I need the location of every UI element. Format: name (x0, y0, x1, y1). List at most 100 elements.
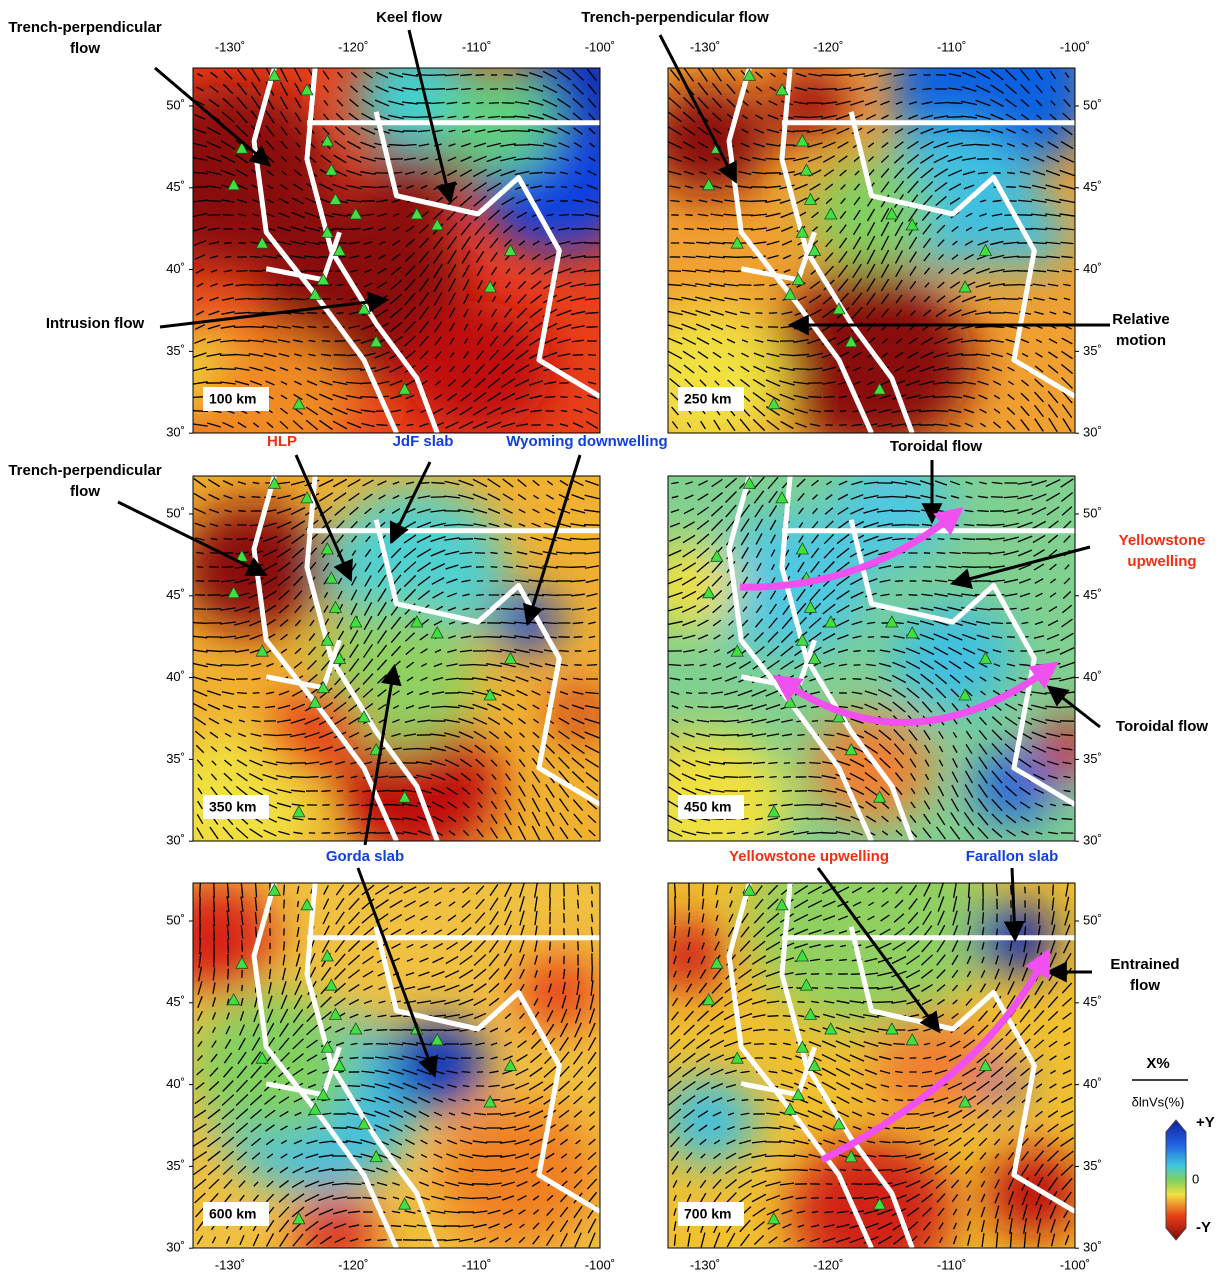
flow-vector (592, 967, 593, 982)
annotation: motion (1116, 332, 1166, 349)
flow-vector (214, 882, 215, 897)
flow-vector (962, 553, 976, 554)
flow-vector (220, 651, 236, 652)
flow-vector (239, 229, 245, 230)
lon-tick-label: -120˚ (813, 39, 843, 54)
flow-vector (997, 929, 998, 936)
flow-vector (770, 791, 777, 792)
flow-vector (797, 1002, 804, 1003)
colorbar-min: -Y (1196, 1219, 1211, 1236)
flow-vector (878, 1170, 892, 1171)
flow-vector (727, 833, 735, 834)
flow-vector (476, 595, 484, 596)
flow-vector (503, 89, 514, 90)
flow-vector (545, 397, 555, 398)
flow-vector (892, 525, 907, 526)
flow-vector (783, 1016, 791, 1017)
flow-vector (559, 651, 569, 652)
depth-label: 600 km (209, 1206, 256, 1222)
annotation: flow (1130, 977, 1160, 994)
flow-vector (335, 819, 345, 820)
flow-vector (754, 777, 764, 778)
flow-vector (1053, 884, 1054, 895)
lat-tick-label: 50˚ (166, 505, 185, 520)
annotation: Yellowstone (1119, 532, 1206, 549)
annotation: flow (70, 40, 100, 57)
flow-vector (742, 1100, 749, 1101)
flow-vector (363, 1044, 373, 1045)
flow-vector (559, 215, 569, 216)
flow-vector (207, 215, 220, 216)
flow-vector (336, 805, 344, 806)
lat-tick-label: 30˚ (1083, 833, 1102, 848)
flow-vector (821, 89, 837, 90)
lat-tick-label: 30˚ (166, 425, 185, 440)
flow-vector (584, 257, 600, 258)
lon-tick-label: -130˚ (690, 1257, 720, 1272)
lat-tick-label: 35˚ (1083, 751, 1102, 766)
annotation: Keel flow (376, 9, 442, 26)
flow-vector (542, 609, 558, 610)
flow-vector (893, 1128, 905, 1129)
flow-vector (564, 898, 565, 909)
lat-tick-label: 50˚ (1083, 912, 1102, 927)
flow-vector (809, 763, 820, 764)
flow-vector (753, 1128, 766, 1129)
flow-vector (977, 511, 988, 512)
flow-vector (587, 665, 597, 666)
flow-vector (825, 988, 834, 989)
anomaly-blob (627, 305, 790, 452)
flow-vector (723, 257, 739, 258)
flow-vector (698, 707, 709, 708)
flow-vector (754, 285, 765, 286)
flow-vector (784, 763, 790, 764)
flow-vector (586, 327, 597, 328)
flow-vector (290, 777, 305, 778)
flow-vector (476, 103, 483, 104)
flow-vector (853, 679, 862, 680)
flow-vector (769, 1044, 776, 1045)
flow-vector (236, 539, 247, 540)
flow-vector (1062, 819, 1073, 820)
flow-vector (503, 75, 512, 76)
flow-vector (794, 1170, 808, 1171)
flow-vector (754, 1044, 764, 1045)
lat-tick-label: 35˚ (166, 1158, 185, 1173)
flow-vector (222, 567, 234, 568)
map-panel: 250 km50˚45˚40˚35˚30˚-130˚-120˚-110˚-100… (627, 0, 1101, 452)
lat-tick-label: 50˚ (166, 912, 185, 927)
flow-vector (578, 941, 579, 950)
flow-vector (490, 553, 497, 554)
lat-tick-label: 35˚ (1083, 343, 1102, 358)
flow-vector (808, 791, 822, 792)
flow-vector (947, 117, 963, 118)
map-panel: 700 km50˚45˚40˚35˚30˚-130˚-120˚-110˚-100… (648, 810, 1102, 1276)
flow-vector (560, 397, 568, 398)
flow-vector (193, 623, 207, 624)
flow-vector (573, 355, 583, 356)
lon-tick-label: -130˚ (690, 39, 720, 54)
flow-vector (322, 341, 330, 342)
flow-vector (224, 539, 233, 540)
colorbar-max: +Y (1196, 1114, 1215, 1131)
flow-vector (487, 637, 502, 638)
annotation: Farallon slab (966, 848, 1059, 865)
flow-vector (685, 215, 693, 216)
flow-vector (564, 913, 565, 923)
flow-vector (592, 940, 593, 952)
flow-vector (909, 595, 918, 596)
flow-vector (305, 777, 318, 778)
flow-vector (686, 693, 692, 694)
lat-tick-label: 40˚ (1083, 669, 1102, 684)
annotation: HLP (267, 433, 297, 450)
flow-vector (237, 693, 247, 694)
lat-tick-label: 40˚ (166, 261, 185, 276)
flow-vector (561, 187, 567, 188)
flow-vector (751, 201, 767, 202)
lon-tick-label: -130˚ (215, 39, 245, 54)
flow-vector (224, 243, 231, 244)
flow-vector (472, 1198, 488, 1199)
annotation: Intrusion flow (46, 315, 145, 332)
flow-vector (1011, 928, 1012, 936)
